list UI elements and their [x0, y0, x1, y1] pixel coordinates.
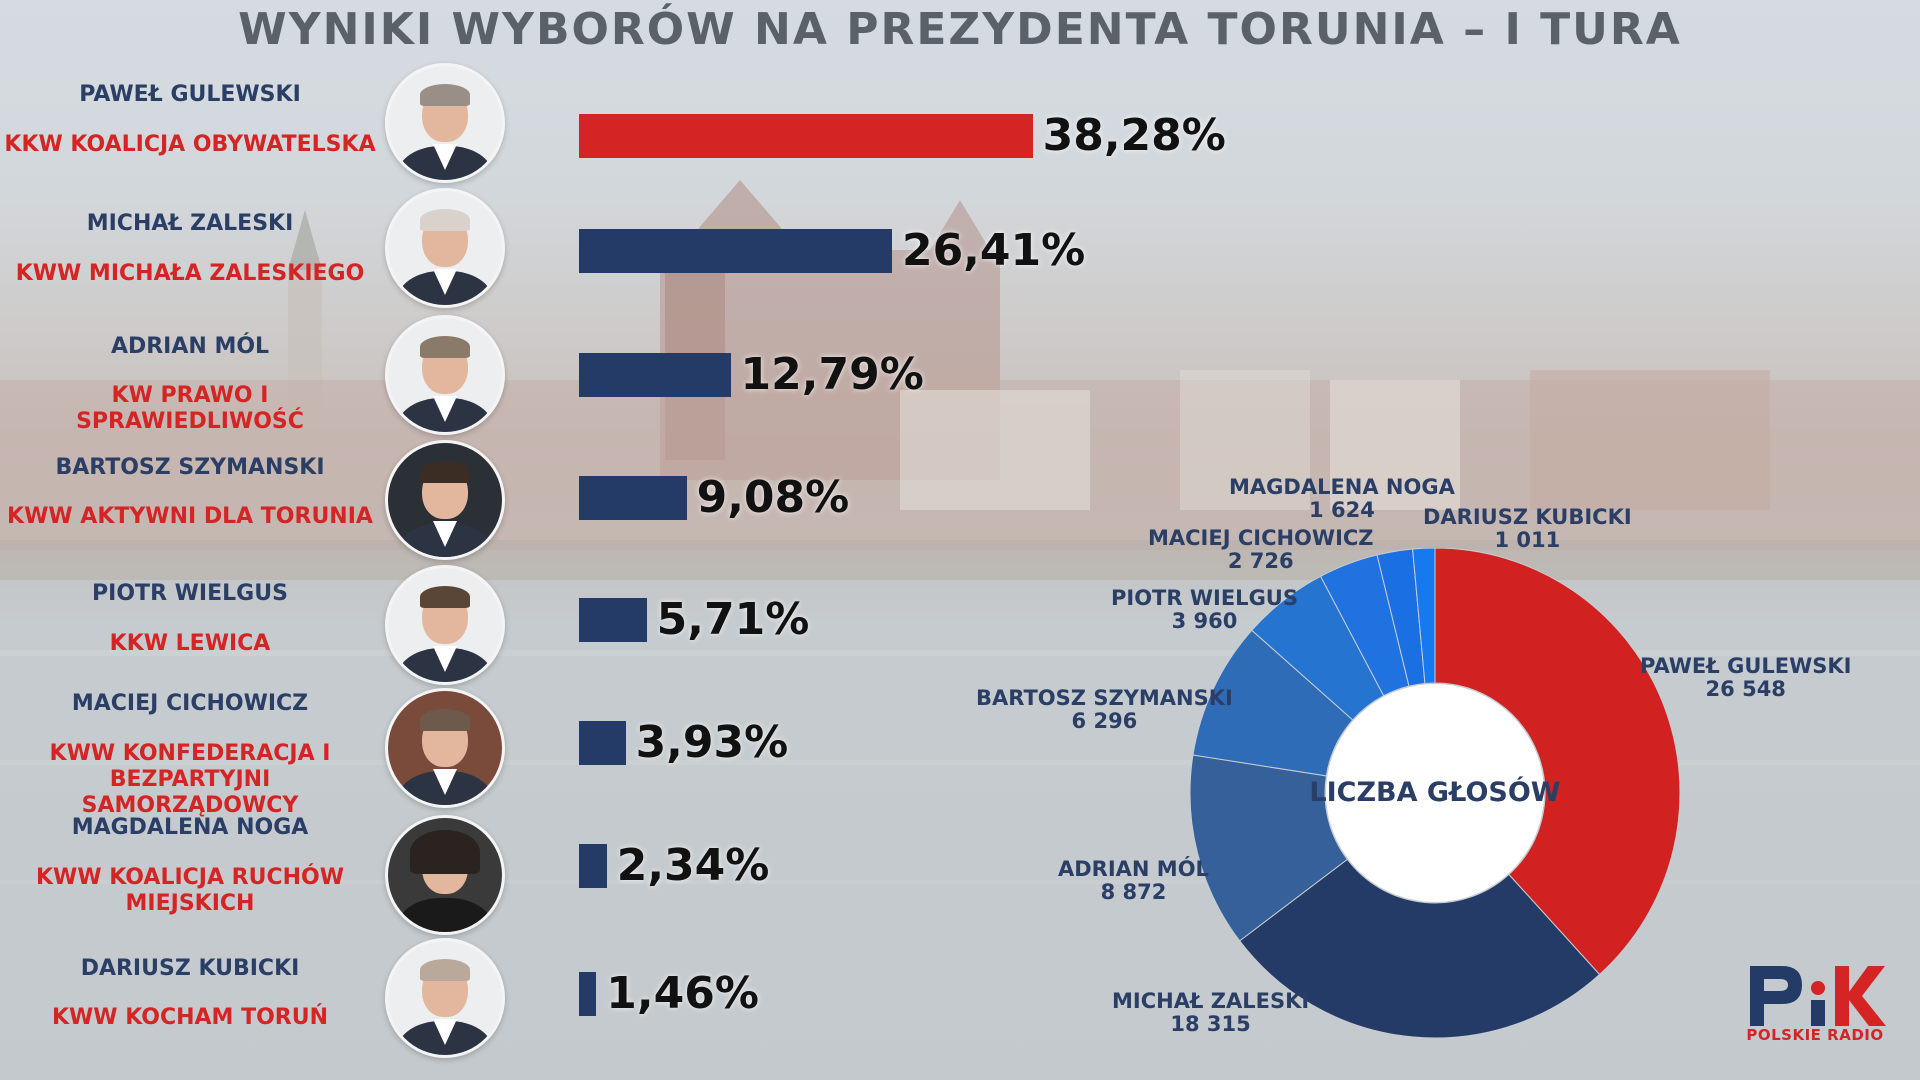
donut-label-name: MACIEJ CICHOWICZ: [1148, 526, 1374, 550]
candidate-party: KWW KONFEDERACJA I BEZPARTYJNI SAMORZĄDO…: [49, 741, 331, 818]
donut-hole: [1326, 684, 1544, 902]
candidate-name: MICHAŁ ZALESKI: [86, 211, 294, 236]
donut-label-zaleski: MICHAŁ ZALESKI 18 315: [1112, 990, 1309, 1036]
candidate-party: KWW MICHAŁA ZALESKIEGO: [15, 261, 365, 286]
donut-slice-0: [1434, 548, 1680, 976]
bar-mol: [579, 353, 731, 397]
donut-label-name: ADRIAN MÓL: [1058, 857, 1209, 881]
candidate-name: MACIEJ CICHOWICZ: [71, 691, 309, 716]
logo-caption: POLSKIE RADIO: [1746, 1026, 1884, 1044]
candidate-name: PAWEŁ GULEWSKI: [79, 82, 301, 107]
candidate-avatar: [385, 938, 505, 1058]
pik-logo: [1750, 966, 1886, 1026]
candidate-party: KKW KOALICJA OBYWATELSKA: [4, 132, 376, 157]
bar-szymanski: [579, 476, 687, 520]
donut-slice-2: [1190, 754, 1348, 942]
donut-label-wielgus: PIOTR WIELGUS 3 960: [1111, 587, 1298, 633]
donut-center-label: LICZBA GŁOSÓW: [1309, 777, 1561, 808]
donut-chart: [1190, 548, 1680, 1038]
donut-label-mol: ADRIAN MÓL 8 872: [1058, 858, 1209, 904]
donut-slice-1: [1238, 858, 1601, 1038]
bar-label: 1,46%: [606, 968, 759, 1019]
donut-label-name: MICHAŁ ZALESKI: [1112, 989, 1310, 1013]
bar-label: 38,28%: [1042, 110, 1226, 161]
donut-label-value: 2 726: [1227, 549, 1294, 573]
candidate-name: MAGDALENA NOGA: [71, 815, 309, 840]
donut-label-name: PIOTR WIELGUS: [1111, 586, 1298, 610]
candidate-party: KWW KOCHAM TORUŃ: [51, 1005, 329, 1030]
donut-slice-7: [1412, 548, 1436, 685]
bar-kubicki: [579, 972, 597, 1016]
bar-label: 3,93%: [635, 717, 789, 768]
donut-label-gulewski: PAWEŁ GULEWSKI 26 548: [1640, 655, 1851, 701]
donut-label-value: 6 296: [1071, 709, 1138, 733]
candidate-name: PIOTR WIELGUS: [92, 581, 288, 606]
bar-cichowicz: [579, 721, 626, 765]
donut-label-name: BARTOSZ SZYMANSKI: [976, 686, 1233, 710]
donut-label-value: 8 872: [1100, 880, 1167, 904]
page-title: WYNIKI WYBORÓW NA PREZYDENTA TORUNIA – I…: [238, 4, 1682, 55]
donut-label-value: 26 548: [1705, 677, 1786, 701]
bar-zaleski: [579, 229, 892, 273]
candidate-avatar: [385, 688, 505, 808]
bar-label: 12,79%: [740, 349, 924, 400]
donut-label-name: MAGDALENA NOGA: [1229, 475, 1455, 499]
bar-wielgus: [579, 598, 647, 642]
donut-label-cichowicz: MACIEJ CICHOWICZ 2 726: [1148, 527, 1374, 573]
donut-label-value: 3 960: [1171, 609, 1238, 633]
candidate-avatar: [385, 815, 505, 935]
donut-label-name: PAWEŁ GULEWSKI: [1640, 654, 1852, 678]
candidate-avatar: [385, 315, 505, 435]
bar-noga: [579, 844, 607, 888]
bar-label: 5,71%: [656, 594, 810, 645]
candidate-name: DARIUSZ KUBICKI: [80, 956, 300, 981]
candidate-name: ADRIAN MÓL: [110, 334, 270, 359]
candidate-avatar: [385, 188, 505, 308]
bar-gulewski: [579, 114, 1033, 158]
donut-label-value: 1 011: [1494, 528, 1561, 552]
candidate-avatar: [385, 565, 505, 685]
donut-label-value: 1 624: [1309, 498, 1375, 522]
candidate-party: KWW AKTYWNI DLA TORUNIA: [7, 504, 373, 529]
candidate-party: KWW KOALICJA RUCHÓW MIEJSKICH: [36, 865, 344, 916]
candidate-name: BARTOSZ SZYMANSKI: [55, 455, 325, 480]
donut-label-value: 18 315: [1170, 1012, 1251, 1036]
candidate-party: KKW LEWICA: [109, 631, 271, 656]
donut-label-name: DARIUSZ KUBICKI: [1423, 505, 1632, 529]
donut-label-szymanski: BARTOSZ SZYMANSKI 6 296: [976, 687, 1233, 733]
candidate-party: KW PRAWO I SPRAWIEDLIWOŚĆ: [76, 383, 304, 434]
bar-label: 2,34%: [616, 840, 770, 891]
donut-label-noga: MAGDALENA NOGA 1 624: [1229, 476, 1455, 522]
bar-label: 9,08%: [696, 472, 850, 523]
bar-label: 26,41%: [901, 225, 1086, 276]
donut-label-kubicki: DARIUSZ KUBICKI 1 011: [1423, 506, 1632, 552]
candidate-avatar: [385, 440, 505, 560]
candidate-avatar: [385, 63, 505, 183]
